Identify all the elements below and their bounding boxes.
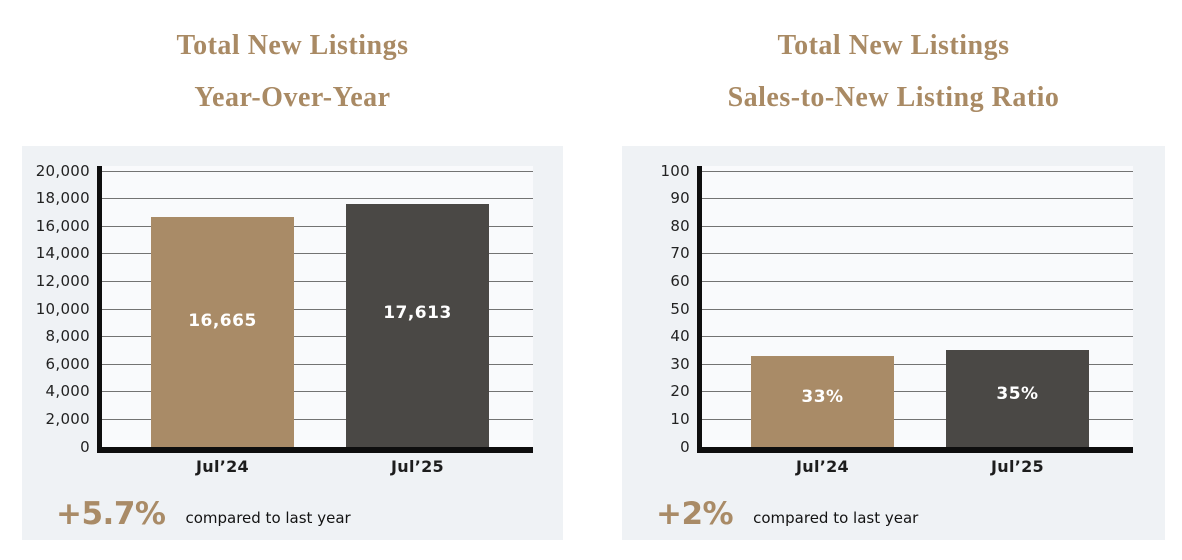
gridline: [102, 336, 533, 338]
gridline: [702, 170, 1133, 172]
y-tick-label: 90: [670, 189, 690, 208]
chart-title-line1: Total New Listings: [777, 30, 1010, 61]
y-tick-label: 20: [670, 382, 690, 401]
y-tick-label: 30: [670, 354, 690, 373]
gridline: [702, 198, 1133, 200]
y-tick-label: 0: [80, 437, 90, 456]
bar-Jul’24: 16,665: [151, 217, 294, 447]
y-axis: [97, 166, 102, 453]
chart-panel: 0 10 20 30 40 50 60 70 80 90 100 33% Jul’24 35% Jul’25…: [622, 146, 1165, 540]
gridline: [102, 308, 533, 310]
gridline: [102, 280, 533, 282]
y-tick-label: 0: [680, 437, 690, 456]
bar-value-label: 17,613: [383, 303, 452, 324]
y-tick-label: 100: [660, 161, 690, 180]
y-tick-label: 70: [670, 244, 690, 263]
gridline: [702, 225, 1133, 227]
gridline: [102, 225, 533, 227]
gridline: [102, 198, 533, 200]
gridline: [702, 308, 1133, 310]
bar-value-label: 35%: [996, 383, 1039, 404]
x-tick-label: Jul’24: [196, 457, 249, 476]
gridline: [102, 363, 533, 365]
bar-chart-plot: 0 10 20 30 40 50 60 70 80 90 100 33% Jul’24 35% Jul’25: [622, 146, 1165, 540]
bar-Jul’25: 35%: [946, 350, 1089, 447]
chart-section-ratio: Total New Listings Sales-to-New Listing …: [622, 0, 1165, 560]
gridline: [102, 418, 533, 420]
chart-title: Total New Listings Sales-to-New Listing …: [622, 20, 1165, 124]
bar-Jul’25: 17,613: [346, 204, 489, 447]
gridline: [702, 391, 1133, 393]
y-tick-label: 12,000: [35, 271, 90, 290]
gridline: [102, 170, 533, 172]
delta-caption: compared to last year: [185, 509, 351, 527]
bar-value-label: 33%: [801, 386, 844, 407]
x-axis: [697, 447, 1133, 453]
chart-section-yoy: Total New Listings Year-Over-Year 0 2,000…: [22, 0, 563, 560]
y-tick-label: 4,000: [45, 382, 90, 401]
x-tick-label: Jul’24: [796, 457, 849, 476]
x-tick-label: Jul’25: [991, 457, 1044, 476]
y-tick-label: 14,000: [35, 244, 90, 263]
gridline: [102, 253, 533, 255]
y-tick-label: 18,000: [35, 189, 90, 208]
y-tick-label: 80: [670, 216, 690, 235]
y-tick-label: 40: [670, 327, 690, 346]
y-tick-label: 2,000: [45, 409, 90, 428]
y-tick-label: 60: [670, 271, 690, 290]
y-tick-label: 20,000: [35, 161, 90, 180]
chart-panel: 0 2,000 4,000 6,000 8,000 10,000 12,000 14,000 1…: [22, 146, 563, 540]
bar-chart-plot: 0 2,000 4,000 6,000 8,000 10,000 12,000 14,000 1…: [22, 146, 563, 540]
y-tick-label: 6,000: [45, 354, 90, 373]
y-tick-label: 10: [670, 409, 690, 428]
delta-caption: compared to last year: [753, 509, 919, 527]
y-tick-label: 10,000: [35, 299, 90, 318]
y-tick-label: 50: [670, 299, 690, 318]
x-tick-label: Jul’25: [391, 457, 444, 476]
chart-title-line2: Year-Over-Year: [194, 82, 391, 113]
bar-Jul’24: 33%: [751, 356, 894, 447]
gridline: [702, 336, 1133, 338]
bar-value-label: 16,665: [188, 310, 257, 331]
y-tick-label: 8,000: [45, 327, 90, 346]
chart-title-line2: Sales-to-New Listing Ratio: [727, 82, 1060, 113]
chart-footer: +2% compared to last year: [656, 492, 918, 532]
delta-value: +5.7%: [56, 496, 166, 532]
y-tick-label: 16,000: [35, 216, 90, 235]
gridline: [702, 280, 1133, 282]
y-axis: [697, 166, 702, 453]
gridline: [702, 253, 1133, 255]
delta-value: +2%: [656, 496, 734, 532]
chart-title: Total New Listings Year-Over-Year: [22, 20, 563, 124]
x-axis: [97, 447, 533, 453]
chart-title-line1: Total New Listings: [176, 30, 409, 61]
gridline: [702, 363, 1133, 365]
gridline: [702, 418, 1133, 420]
gridline: [102, 391, 533, 393]
chart-footer: +5.7% compared to last year: [56, 492, 351, 532]
